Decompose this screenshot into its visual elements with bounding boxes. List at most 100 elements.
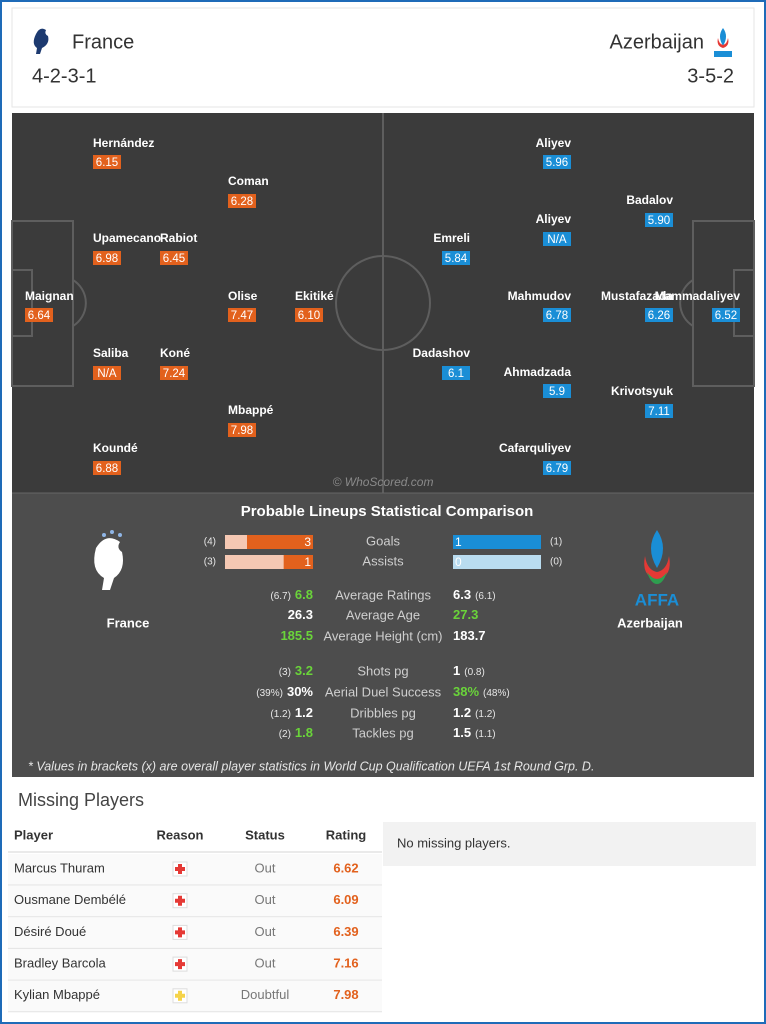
away-value: 6.3 <box>453 587 471 602</box>
rating-badge <box>645 213 673 227</box>
status: Doubtful <box>241 987 290 1002</box>
player-rating: N/A <box>97 368 117 380</box>
rating-badge <box>543 155 571 169</box>
away-stat: 1 (0.8) <box>453 663 485 678</box>
player-rating: 6.52 <box>715 310 737 322</box>
home-value: 1.8 <box>295 725 313 740</box>
player-name: Coman <box>228 174 269 188</box>
bar-home-value: 1 <box>304 555 311 569</box>
status: Out <box>255 892 276 907</box>
player-rating: 7.24 <box>163 368 186 380</box>
player-rating: 6.1 <box>448 368 464 380</box>
away-value: 38% <box>453 684 479 699</box>
column-header: Rating <box>326 827 367 842</box>
away-overall: (1.2) <box>475 709 496 720</box>
player-name: Cafarquliyev <box>499 441 571 455</box>
away-stat: 27.3 <box>453 607 478 622</box>
away-missing-note: No missing players. <box>397 835 510 850</box>
home-stat: (3) 3.2 <box>279 663 313 678</box>
player-name: Olise <box>228 289 258 303</box>
player-rating: 5.96 <box>546 157 568 169</box>
player-name: Ousmane Dembélé <box>14 892 126 907</box>
france-crest <box>94 530 123 590</box>
player-rating: 6.98 <box>96 253 118 265</box>
stat-label: Average Height (cm) <box>324 628 443 643</box>
bar-home <box>247 535 313 549</box>
away-value: 1.2 <box>453 705 471 720</box>
home-team-name: France <box>72 31 134 53</box>
player-name: Mammadaliyev <box>655 289 741 303</box>
away-missing-panel <box>383 822 756 866</box>
player-rating: 6.10 <box>298 310 320 322</box>
player-rating: 6.45 <box>163 253 185 265</box>
rating-badge <box>712 308 740 322</box>
player-name: Mbappé <box>228 403 274 417</box>
player-rating: 6.78 <box>546 310 568 322</box>
missing-table: Player Reason Status Rating Marcus Thuram Out… <box>8 827 382 1013</box>
france-logo <box>33 28 49 54</box>
row-bg <box>8 980 382 1012</box>
stat-label: Average Age <box>346 607 420 622</box>
row-bg <box>8 854 382 885</box>
rating-badge <box>93 251 121 265</box>
player-name: Emreli <box>433 231 470 245</box>
player-name: Mahmudov <box>508 289 572 303</box>
column-header: Status <box>245 827 285 842</box>
away-stat: 38% (48%) <box>453 684 510 699</box>
away-stat: 1.5 (1.1) <box>453 725 496 740</box>
player-rating: 6.79 <box>546 463 568 475</box>
player-rating: 5.84 <box>445 253 468 265</box>
player-rating: 6.15 <box>96 157 118 169</box>
home-stat: 26.3 <box>288 607 313 622</box>
player-rating: 7.47 <box>231 310 253 322</box>
stat-label: Goals <box>366 533 400 548</box>
away-value: 27.3 <box>453 607 478 622</box>
rating-badge <box>93 366 121 380</box>
away-overall: (1.1) <box>475 729 496 740</box>
away-overall: (48%) <box>483 688 510 699</box>
player-name: Krivotsyuk <box>611 384 673 398</box>
stats: (4) 3 Goals 1 (1) (3) 1 Assists 0 (0) (6.7) 6.8 Aver… <box>204 533 562 740</box>
home-overall: (2) <box>279 729 291 740</box>
player-rating: 6.28 <box>231 196 253 208</box>
rating: 7.98 <box>333 987 358 1002</box>
away-overall: (6.1) <box>475 591 496 602</box>
home-value: 30% <box>287 684 313 699</box>
home-overall: (6.7) <box>270 591 291 602</box>
away-stat: 6.3 (6.1) <box>453 587 496 602</box>
rating-badge <box>442 251 470 265</box>
watermark: © WhoScored.com <box>333 475 434 489</box>
player-rating: 5.9 <box>549 386 565 398</box>
player-rating: 6.26 <box>648 310 670 322</box>
player-name: Aliyev <box>536 136 572 150</box>
home-overall: (1.2) <box>270 709 291 720</box>
azerbaijan-logo <box>714 28 732 57</box>
away-team-name: Azerbaijan <box>609 31 704 53</box>
bar-away <box>453 535 541 549</box>
player-rating: 5.90 <box>648 215 670 227</box>
rating-badge <box>228 423 256 437</box>
home-value: 1.2 <box>295 705 313 720</box>
player-name: Ahmadzada <box>504 365 572 379</box>
player-name: Dadashov <box>413 346 471 360</box>
player-rating: 7.98 <box>231 425 253 437</box>
status: Out <box>255 924 276 939</box>
player-rating: 6.88 <box>96 463 118 475</box>
home-stat: (1.2) 1.2 <box>270 705 313 720</box>
bar-away-overall: (0) <box>550 557 562 568</box>
home-value: 26.3 <box>288 607 313 622</box>
rating-badge <box>543 461 571 475</box>
rating-badge <box>543 384 571 398</box>
status: Out <box>255 956 276 971</box>
away-value: 1.5 <box>453 725 471 740</box>
status: Out <box>255 860 276 875</box>
pitch <box>11 113 755 493</box>
bar-home <box>283 555 313 569</box>
bar-away-value: 0 <box>455 555 462 569</box>
home-value: 3.2 <box>295 663 313 678</box>
home-value: 185.5 <box>280 628 313 643</box>
bar-home-overall: (4) <box>204 537 216 548</box>
stat-label: Assists <box>362 553 404 568</box>
reason-icon <box>175 959 185 970</box>
rating-badge <box>25 308 53 322</box>
